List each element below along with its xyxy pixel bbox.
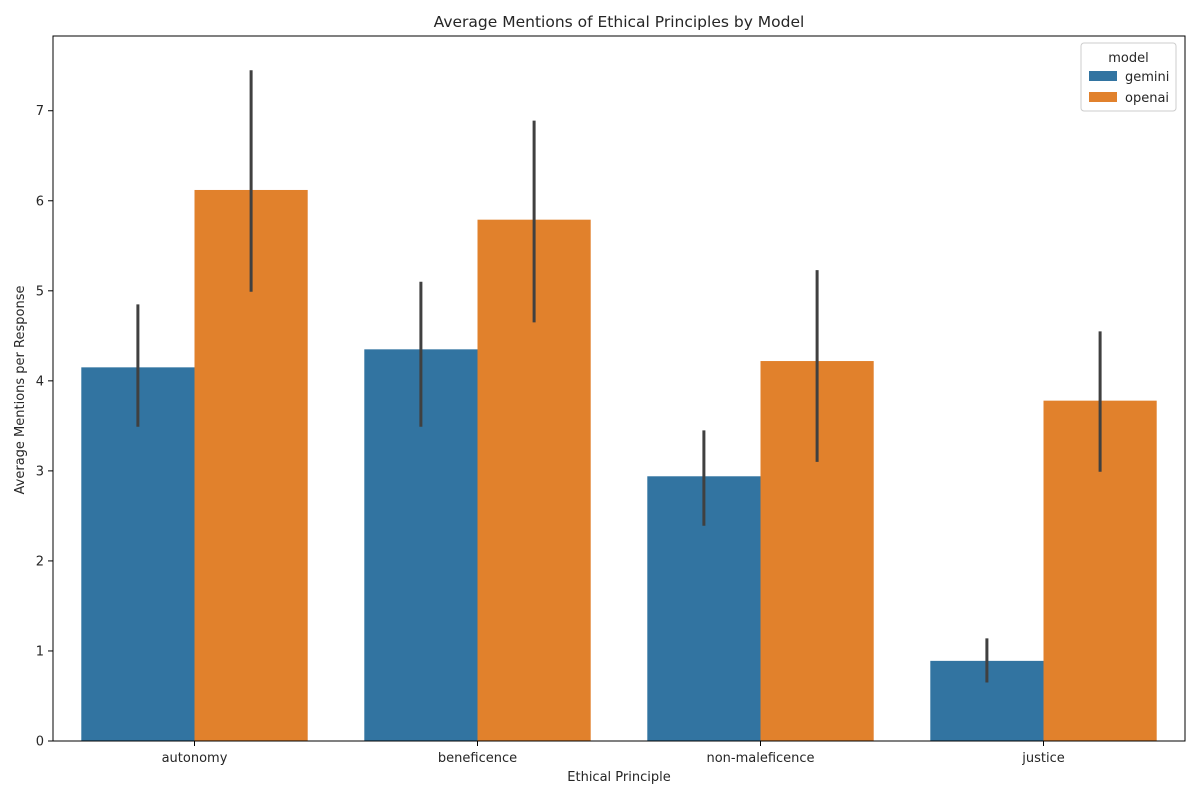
- y-tick-label: 2: [36, 554, 44, 569]
- y-tick-label: 1: [36, 644, 44, 659]
- chart-title: Average Mentions of Ethical Principles b…: [434, 13, 805, 31]
- x-tick-label: justice: [1021, 751, 1064, 766]
- plot-frame: [52, 35, 1186, 742]
- x-axis-label: Ethical Principle: [567, 770, 670, 785]
- y-tick-label: 7: [36, 104, 44, 119]
- legend-swatch-openai: [1089, 92, 1117, 102]
- bar-gemini-autonomy: [81, 367, 195, 741]
- y-tick-label: 5: [36, 284, 44, 299]
- legend-label-openai: openai: [1125, 91, 1169, 106]
- y-tick-label: 4: [36, 374, 44, 389]
- legend: model gemini openai: [1080, 42, 1177, 112]
- y-axis-label: Average Mentions per Response: [13, 286, 28, 495]
- y-tick-label: 0: [36, 735, 44, 750]
- bars-layer: [81, 189, 1157, 741]
- y-tick-label: 6: [36, 194, 44, 209]
- y-tick-label: 3: [36, 464, 44, 479]
- x-tick-label: non-maleficence: [706, 751, 814, 766]
- axes-layer: 0 1 2 3 4 5 6 7 autonomy beneficence non-maleficen…: [36, 35, 1186, 766]
- x-tick-label: autonomy: [162, 751, 228, 766]
- legend-label-gemini: gemini: [1125, 70, 1169, 85]
- legend-swatch-gemini: [1089, 71, 1117, 81]
- legend-title: model: [1108, 51, 1148, 66]
- x-tick-label: beneficence: [438, 751, 517, 766]
- error-bars-layer: [136, 70, 1102, 683]
